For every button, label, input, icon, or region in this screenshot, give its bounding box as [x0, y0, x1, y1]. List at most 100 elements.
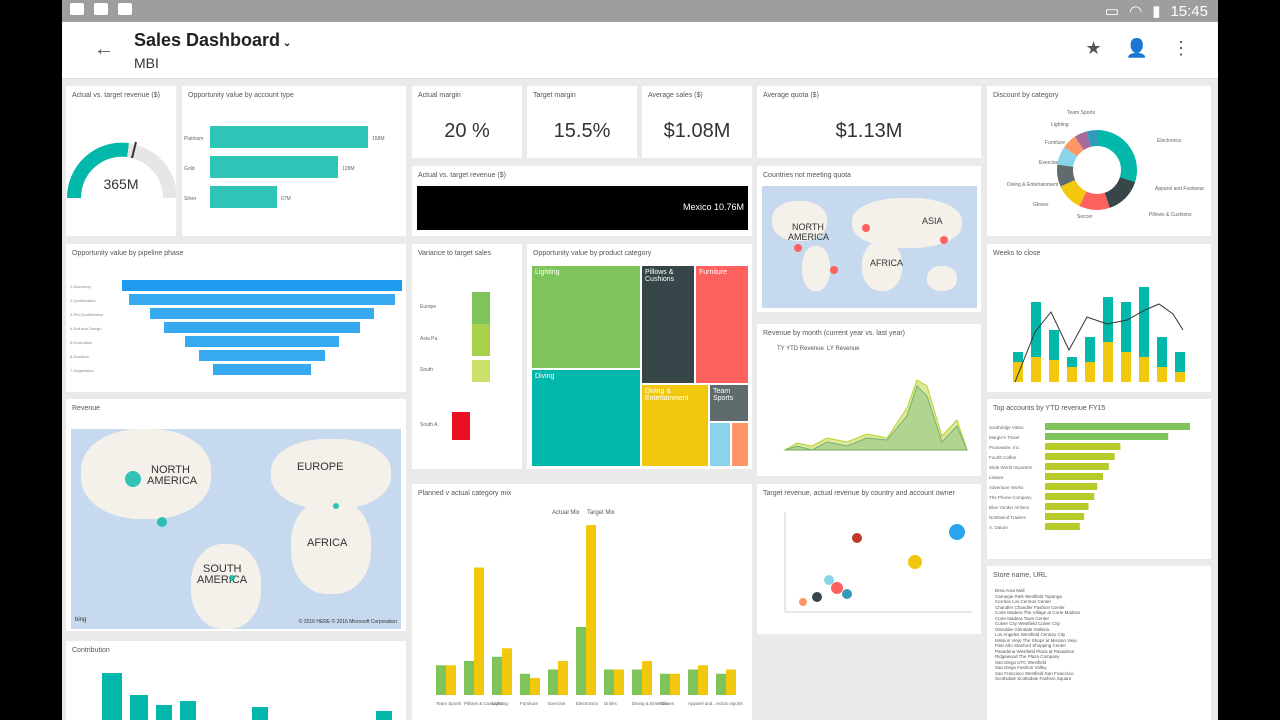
world-map[interactable]: NORTH AMERICA ASIA AFRICA: [762, 186, 977, 308]
won-bar: [1121, 302, 1131, 352]
tile-average-sales[interactable]: Average sales ($) $1.08M: [642, 86, 752, 158]
share-person-icon[interactable]: 👤: [1125, 38, 1148, 58]
won-bar: [1031, 302, 1041, 357]
more-options-icon[interactable]: ⋮: [1172, 38, 1190, 58]
tile-top-accounts[interactable]: Top accounts by YTD revenue FY15 Southri…: [987, 399, 1211, 559]
account-bar: [1045, 453, 1115, 460]
lost-bar: [1103, 342, 1113, 382]
tile-target-margin[interactable]: Target margin 15.5%: [527, 86, 637, 158]
phase-label: 5-Evaluation: [70, 340, 92, 345]
revenue-bubble[interactable]: [125, 471, 141, 487]
category-label: Gloves: [660, 701, 675, 706]
favorite-star-icon[interactable]: ★: [1085, 38, 1102, 58]
map-marker[interactable]: [794, 244, 802, 252]
tile-category-mix[interactable]: Planned v actual category mix Actual Mix…: [412, 484, 752, 720]
category-label: Apparel and...: [688, 701, 716, 706]
tile-discount-by-category[interactable]: Discount by category Team Sports Lighting…: [987, 86, 1211, 236]
treemap-cell[interactable]: Pillows & Cushions: [642, 266, 694, 383]
store-row[interactable]: Scottsdale Scottsdale Fashion Square: [995, 676, 1072, 681]
gauge-value: 365M: [103, 176, 139, 192]
tile-actual-vs-target-gauge[interactable]: Actual vs. target revenue ($) 365M: [66, 86, 176, 236]
account-bar: [1045, 463, 1109, 470]
tile-title: Revenue by month (current year vs. last …: [763, 330, 906, 337]
store-row[interactable]: Glendale Glendale Galleria: [995, 626, 1050, 632]
funnel-bar: [150, 308, 374, 319]
tile-average-quota[interactable]: Average quota ($) $1.13M: [757, 86, 981, 158]
phase-label: 2-Qualification: [70, 298, 96, 303]
store-row[interactable]: San Diego UTC Westfield: [995, 659, 1047, 665]
black-bar: Mexico 10.76M: [417, 186, 748, 230]
treemap-cell[interactable]: Diving & Entertainment: [642, 385, 708, 466]
clustered-column-chart: Actual Mix Target Mix Team Sports Pillows…: [436, 510, 744, 706]
dashboard-title-dropdown[interactable]: Sales Dashboard ⌄: [134, 30, 292, 50]
map-marker[interactable]: [830, 266, 838, 274]
revenue-bubble[interactable]: [157, 517, 167, 527]
store-row[interactable]: Corte Madera Town Center: [995, 615, 1049, 621]
store-row[interactable]: Culver City Westfield Culver City: [995, 621, 1060, 626]
contribution-bar: [130, 695, 148, 720]
map-marker[interactable]: [862, 224, 870, 232]
tile-title: Planned v actual category mix: [418, 490, 512, 497]
tile-title: Average sales ($): [648, 92, 703, 99]
actual-bar: [688, 669, 698, 695]
kpi-value: 15.5%: [553, 120, 611, 142]
won-bar: [1139, 287, 1149, 357]
actual-bar: [492, 656, 502, 695]
tile-title: Target revenue, actual revenue by countr…: [763, 490, 955, 497]
store-row[interactable]: Los Angeles Westfield Century City: [995, 632, 1066, 637]
kpi-value: 20 %: [444, 120, 490, 142]
store-row[interactable]: Mission Viejo The Shops at Mission Viejo: [995, 637, 1078, 643]
bing-logo: bing: [75, 617, 87, 623]
store-row[interactable]: Carnegie Park Westfield Topanga: [995, 593, 1062, 599]
revenue-bubble[interactable]: [333, 503, 339, 509]
store-row[interactable]: San Diego Fashion Valley: [995, 665, 1047, 670]
tile-revenue-map[interactable]: Revenue NORTH AMERICA EUROPE AFRICA SOUT…: [66, 399, 406, 631]
map-label: AFRICA: [307, 537, 348, 549]
tile-target-revenue-scatter[interactable]: Target revenue, actual revenue by countr…: [757, 484, 981, 634]
store-row[interactable]: Corte Madera The Village at Corte Madera: [995, 610, 1080, 615]
store-row[interactable]: San Francisco Westfield San Francisco: [995, 670, 1074, 676]
tile-weeks-to-close[interactable]: Weeks to close: [987, 244, 1211, 392]
tile-contribution[interactable]: Contribution: [66, 641, 406, 720]
lost-bar: [1121, 352, 1131, 382]
revenue-world-map[interactable]: NORTH AMERICA EUROPE AFRICA SOUTH AMERIC…: [71, 429, 401, 629]
lost-bar: [1139, 357, 1149, 382]
treemap-cell[interactable]: Lighting: [532, 266, 640, 368]
treemap-cell[interactable]: [710, 423, 730, 466]
store-row[interactable]: Palo Alto Stanford Shopping Center: [995, 643, 1067, 648]
tile-opportunity-by-product[interactable]: Opportunity value by product category Li…: [527, 244, 752, 469]
revenue-bubble[interactable]: [229, 575, 235, 581]
tile-countries-not-meeting-quota[interactable]: Countries not meeting quota NORTH AMERIC…: [757, 166, 981, 312]
tile-revenue-by-month[interactable]: Revenue by month (current year vs. last …: [757, 324, 981, 476]
category-label: Silver: [184, 196, 197, 202]
back-arrow-icon[interactable]: ←: [94, 38, 114, 60]
tile-opp-by-account[interactable]: Opportunity value by account type Platin…: [182, 86, 406, 236]
treemap-cell[interactable]: Team Sports: [710, 385, 748, 421]
tile-actual-margin[interactable]: Actual margin 20 %: [412, 86, 522, 158]
funnel-chart: 1-Discovery 2-Qualification 3-Pre-Qualific…: [70, 280, 402, 375]
store-row[interactable]: Brea Area Mall: [995, 588, 1025, 593]
tile-actual-vs-target-map[interactable]: Actual vs. target revenue ($) Mexico 10.…: [412, 166, 752, 236]
won-bar: [1103, 297, 1113, 342]
map-marker[interactable]: [940, 236, 948, 244]
store-row[interactable]: Chandler Chandler Fashion Center: [995, 604, 1065, 610]
tile-title: Discount by category: [993, 92, 1059, 99]
map-label: ASIA: [922, 216, 943, 226]
won-bar: [1049, 330, 1059, 360]
store-row[interactable]: Cerritos Los Cerritos Center: [995, 599, 1052, 604]
treemap-cell[interactable]: Diving: [532, 370, 640, 466]
account-bar: [1045, 443, 1121, 450]
tile-title: Target margin: [533, 92, 576, 99]
store-row[interactable]: Pasadena Westfield Plaza at Pasadena: [995, 648, 1074, 654]
treemap-cell[interactable]: Furniture: [696, 266, 748, 383]
store-row[interactable]: Ridgewood The Plaza Company: [995, 654, 1060, 659]
treemap[interactable]: Lighting Pillows & Cushions Furniture Di…: [532, 266, 748, 466]
won-bar: [1013, 352, 1023, 362]
tile-store-name[interactable]: Store name, URL Brea Area Mall Carnegie P…: [987, 566, 1211, 720]
tile-variance-to-target[interactable]: Variance to target sales Europe Asia Pa. S…: [412, 244, 522, 469]
treemap-cell[interactable]: [732, 423, 748, 466]
won-bar: [1175, 352, 1185, 372]
tile-opportunity-by-pipeline[interactable]: Opportunity value by pipeline phase 1-Di…: [66, 244, 406, 392]
actual-bar: [520, 673, 530, 695]
category-label: Team Sports: [436, 701, 462, 706]
